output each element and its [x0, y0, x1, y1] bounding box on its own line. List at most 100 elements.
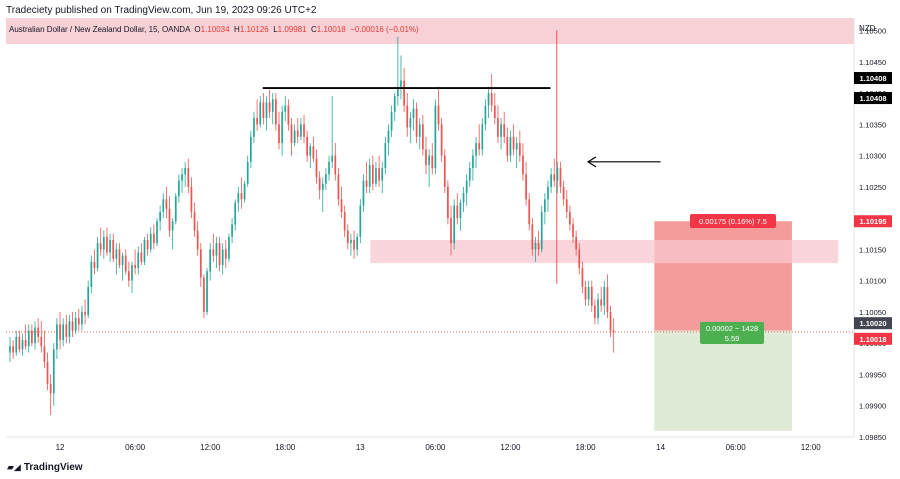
candle [378, 155, 380, 187]
candle-body [284, 105, 287, 112]
candle-body [312, 146, 315, 159]
candle-body [447, 186, 449, 219]
y-tick-label: 1.10350 [859, 120, 886, 129]
candle [165, 186, 168, 219]
candle [265, 96, 268, 131]
candle-body [68, 321, 71, 337]
candle-body [59, 324, 61, 341]
candle-body [422, 124, 424, 150]
candle-body [143, 240, 146, 262]
candle [472, 149, 474, 181]
candle [428, 149, 430, 187]
candle-body [600, 299, 603, 306]
candle [403, 68, 405, 112]
candle [121, 252, 124, 281]
support-zone [370, 240, 839, 264]
candle-body [543, 199, 546, 212]
candle [231, 218, 233, 244]
candle-body [34, 327, 36, 344]
candle-body [249, 136, 252, 162]
candle [168, 196, 171, 237]
candle [318, 171, 321, 200]
candle [209, 243, 212, 281]
candle-body [153, 233, 155, 244]
close-value: 1.10018 [316, 25, 346, 34]
candle-body [165, 199, 168, 209]
candle-body [590, 286, 593, 306]
candle [24, 324, 27, 350]
candle-body [24, 340, 27, 347]
candle [384, 136, 387, 175]
candle [68, 315, 71, 344]
candle-body [425, 149, 427, 165]
candle-body [162, 199, 165, 212]
candle [112, 233, 115, 262]
candle-body [340, 199, 343, 212]
candle [368, 158, 371, 194]
candle-body [456, 205, 459, 219]
currency-label: NZD [859, 24, 876, 33]
candle-body [390, 111, 393, 131]
y-tick-label: 1.10150 [859, 245, 886, 254]
candle [190, 177, 193, 219]
candle-body [99, 243, 102, 250]
candle [612, 318, 615, 353]
candle-body [65, 324, 68, 337]
low-label: L [273, 25, 278, 34]
candle-body [384, 143, 387, 169]
publish-line: Tradeciety published on TradingView.com,… [6, 5, 317, 16]
candle-body [287, 105, 290, 125]
candle [518, 130, 521, 162]
candle-body [271, 99, 274, 112]
candle [315, 149, 318, 184]
candle-body [381, 168, 384, 181]
candle-body [396, 86, 399, 97]
candle-body [49, 383, 52, 394]
candle-body [281, 111, 283, 144]
candle-body [522, 155, 524, 175]
ohlc-legend: Australian Dollar / New Zealand Dollar, … [9, 25, 419, 34]
candle [109, 233, 111, 262]
candle [543, 193, 546, 225]
candle [34, 321, 36, 350]
stop-loss-zone [654, 221, 792, 331]
candle-body [547, 186, 549, 200]
candle [300, 118, 302, 140]
candle-body [115, 249, 118, 259]
candle-body [268, 102, 271, 112]
candle [62, 318, 65, 347]
candle [203, 274, 205, 319]
candle-body [506, 136, 509, 156]
candle [547, 180, 549, 212]
candle [490, 74, 493, 112]
candle-body [584, 286, 587, 300]
candle-body [346, 230, 349, 244]
candle-body [77, 318, 80, 325]
candle-body [265, 102, 268, 119]
candle [303, 114, 305, 144]
candle [118, 243, 121, 269]
close-label: C [311, 25, 317, 34]
candle [425, 136, 427, 175]
candle-body [462, 193, 465, 203]
candle [52, 343, 55, 406]
candle [99, 227, 102, 256]
tradingview-logo-icon: ▰◢ [7, 462, 21, 472]
candle-body [81, 311, 83, 325]
candle [293, 124, 296, 147]
candle-body [325, 174, 327, 184]
candle-body [534, 243, 537, 250]
candle-body [603, 286, 606, 306]
candle-body [109, 240, 111, 253]
candle-body [171, 221, 174, 231]
x-tick-label: 12:00 [500, 443, 521, 452]
candle-body [40, 336, 43, 347]
candle-body [331, 155, 334, 162]
pnl-label-box [700, 322, 764, 344]
candle-body [512, 136, 515, 150]
price-badge [854, 215, 892, 228]
candle [337, 168, 340, 206]
candle [550, 168, 552, 194]
candle [578, 243, 581, 275]
